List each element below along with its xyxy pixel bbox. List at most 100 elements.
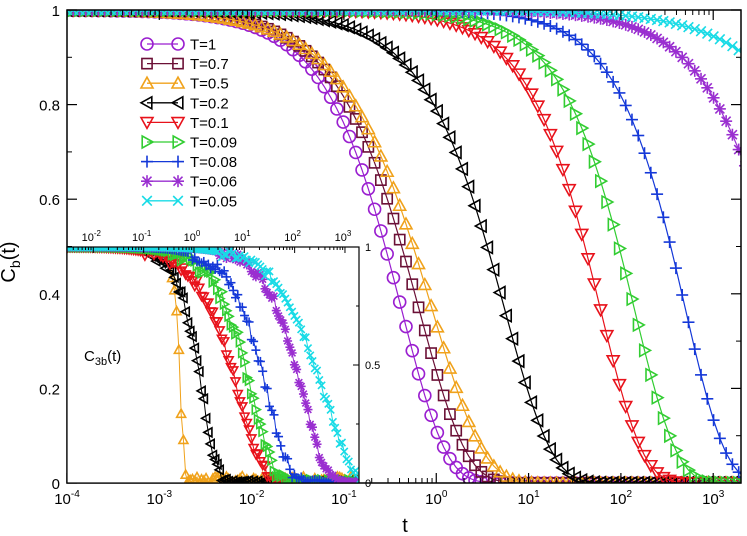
main-data-point (601, 194, 615, 210)
inset-data-point (210, 273, 222, 286)
main-data-point (356, 126, 368, 139)
main-data-point (417, 276, 433, 291)
inset-data-point (221, 272, 231, 282)
main-data-point (643, 475, 657, 483)
inset-data-point (281, 294, 290, 303)
inset-data-point (222, 356, 235, 367)
inset-data-point (206, 307, 219, 319)
main-data-point (593, 304, 608, 318)
main-data-point (550, 22, 563, 35)
legend-marker (172, 195, 184, 207)
x-axis-label: t (402, 515, 408, 536)
main-data-point (668, 475, 682, 483)
inset-data-point (174, 286, 186, 298)
main-data-point (323, 90, 338, 105)
y-axis-label-sub: b (7, 260, 23, 268)
main-data-point (374, 174, 387, 186)
main-data-point (492, 46, 508, 60)
legend-marker (140, 37, 154, 51)
main-data-point (367, 134, 382, 148)
inset-data-point (188, 342, 200, 354)
y-tick-label: 0.4 (39, 287, 60, 304)
main-data-point (254, 19, 269, 33)
legend-label: T=1 (190, 37, 216, 54)
main-data-point (613, 86, 626, 99)
main-data-point (473, 31, 489, 45)
x-tick-label: 10-4 (54, 489, 80, 508)
main-data-point (317, 79, 332, 94)
inset-data-point (303, 405, 313, 415)
main-data-point (430, 425, 445, 440)
main-data-point (342, 129, 357, 144)
main-data-point (392, 51, 406, 66)
y-tick-label: 0.6 (39, 192, 60, 209)
main-data-point (563, 29, 576, 42)
main-data-point (517, 375, 531, 390)
inset-data-point (195, 385, 206, 397)
x-tick-label: 100 (425, 489, 448, 508)
main-data-point (619, 99, 632, 112)
main-data-point (330, 102, 344, 116)
inset-data-point (245, 434, 258, 445)
main-data-point (726, 458, 739, 471)
main-data-point (625, 113, 638, 126)
legend-item: T=0.05 (141, 193, 237, 210)
main-data-point (670, 443, 684, 458)
main-data-point (405, 343, 420, 358)
main-data-point (412, 301, 425, 314)
inset-data-point (224, 247, 233, 255)
inset-data-point (211, 458, 222, 471)
main-data-point (605, 355, 621, 369)
main-data-point (450, 424, 463, 437)
main-data-point (442, 129, 456, 145)
main-data-point (569, 106, 584, 122)
legend-marker (141, 134, 155, 150)
inset-data-point (258, 425, 269, 438)
inset-data-point (276, 441, 286, 451)
main-data-point (505, 331, 519, 347)
main-data-point (720, 115, 733, 128)
main-data-point (400, 255, 412, 268)
main-data-point (475, 15, 489, 30)
inset-data-point (308, 422, 318, 432)
inset-data-point (179, 468, 192, 480)
main-data-point (513, 32, 527, 48)
main-data-point (636, 475, 651, 483)
main-data-point (473, 218, 487, 234)
main-data-point (561, 466, 575, 482)
inset-data-point (188, 281, 201, 293)
main-data-point (582, 136, 596, 152)
inset-data-point (299, 332, 308, 342)
main-data-point (594, 57, 607, 70)
main-data-point (507, 28, 521, 44)
main-data-point (436, 340, 452, 354)
inset-x-tick-label: 10-1 (132, 229, 152, 244)
inset-data-point (274, 283, 283, 292)
legend-label: T=0.5 (190, 76, 229, 93)
main-data-point (674, 475, 688, 483)
main-data-point (688, 343, 701, 356)
inset-data-point (173, 343, 185, 355)
main-data-point (511, 353, 525, 369)
inset-data-point (190, 354, 202, 367)
main-data-point (574, 228, 590, 242)
main-data-point (448, 379, 464, 394)
inset-data-point (197, 392, 209, 405)
inset-data-point (233, 326, 244, 339)
legend-item: T=0.06 (141, 174, 237, 191)
inset-data-point (197, 292, 210, 303)
x-axis: 10-4 10-3 10-2 10-1 100 101 102 103 (54, 10, 742, 508)
main-data-point (436, 440, 451, 454)
main-data-point (549, 145, 565, 159)
main-data-point (632, 129, 645, 142)
main-data-point (568, 205, 583, 219)
inset-data-point (172, 286, 184, 298)
main-data-point (676, 20, 688, 31)
main-data-point (499, 52, 514, 66)
main-data-point (354, 109, 370, 123)
main-data-point (600, 66, 613, 79)
main-data-point (461, 24, 477, 39)
main-data-point (393, 233, 406, 246)
inset-data-point (252, 449, 265, 460)
main-data-point (462, 450, 475, 463)
